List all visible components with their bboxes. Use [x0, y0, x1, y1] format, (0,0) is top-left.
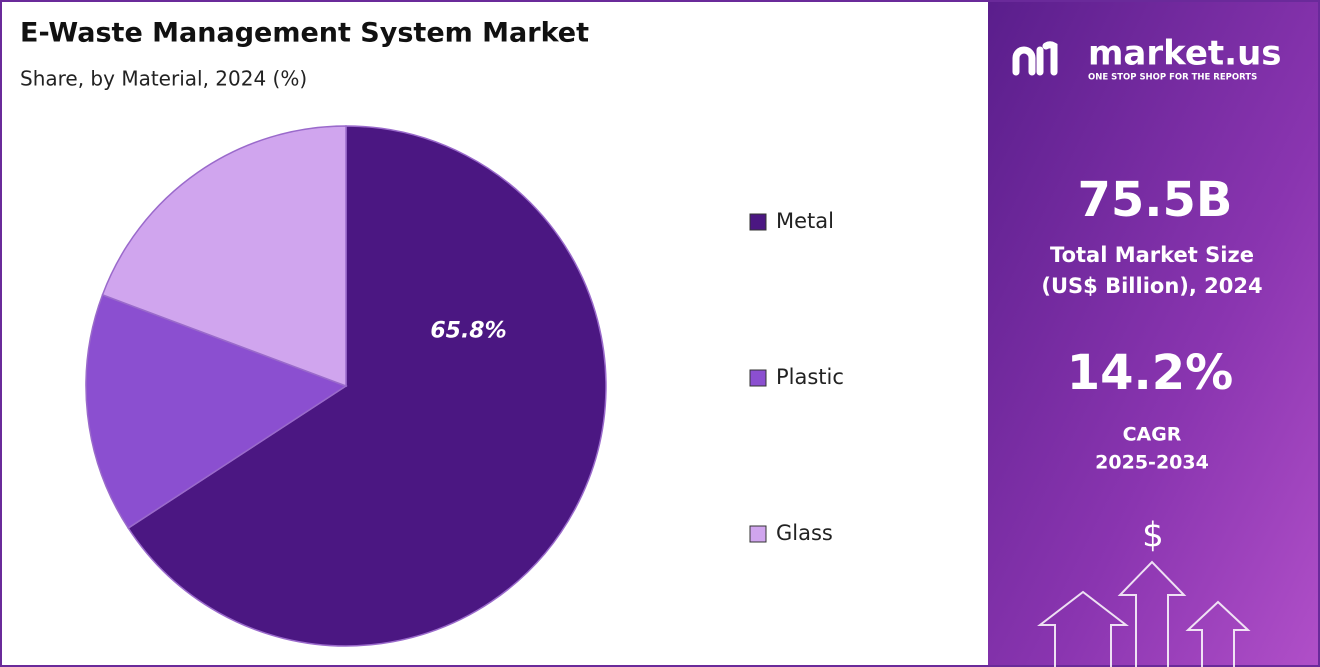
- pie-slice: [127, 125, 607, 647]
- cagr: 14.2%: [1067, 345, 1234, 401]
- dollar-icon: $: [1142, 516, 1164, 556]
- cagr-label: CAGR: [1123, 424, 1182, 446]
- logo: market.us ONE STOP SHOP FOR THE REPORTS: [1012, 34, 1282, 83]
- arrows: [1037, 560, 1251, 667]
- legend-label: Metal: [776, 209, 834, 233]
- legend-label: Plastic: [776, 365, 844, 389]
- market-size: 75.5B: [1077, 172, 1232, 228]
- side-panel: [988, 2, 1318, 665]
- legend-swatch: [749, 369, 767, 387]
- market-size-label: Total Market Size: [1050, 243, 1254, 267]
- legend-swatch: [749, 525, 767, 543]
- legend-swatch: [749, 213, 767, 231]
- pie-slice: [85, 293, 348, 530]
- chart-subtitle: Share, by Material, 2024 (%): [20, 67, 307, 91]
- data-label: 65.8%: [430, 319, 506, 344]
- logo-text: market.us: [1088, 34, 1282, 74]
- pie-slice: [101, 125, 347, 388]
- cagr-label: 2025-2034: [1095, 452, 1209, 474]
- logo-tagline: ONE STOP SHOP FOR THE REPORTS: [1088, 73, 1257, 83]
- legend-label: Glass: [776, 521, 833, 545]
- chart-title: E-Waste Management System Market: [20, 18, 589, 49]
- market-size-label: (US$ Billion), 2024: [1041, 274, 1262, 298]
